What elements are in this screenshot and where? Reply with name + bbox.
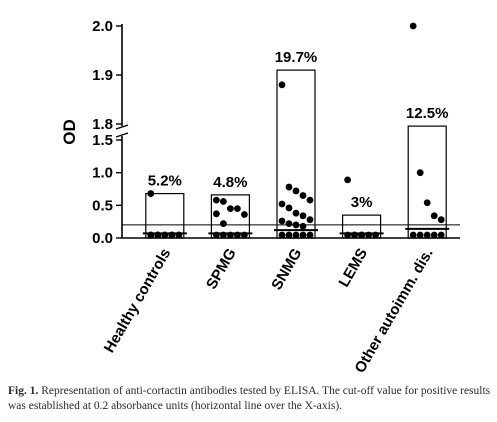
data-point	[299, 231, 307, 239]
data-point	[220, 198, 227, 205]
data-point	[285, 220, 293, 228]
y-tick-label: 0.0	[92, 230, 113, 247]
data-point	[358, 231, 365, 239]
data-point	[365, 231, 372, 239]
data-point	[220, 220, 227, 228]
data-points	[147, 22, 445, 239]
axis-break-mark	[115, 132, 129, 138]
data-point	[241, 211, 248, 218]
data-point	[344, 231, 351, 239]
data-point	[306, 231, 314, 239]
data-point	[409, 231, 417, 239]
y-tick-label: 1.5	[92, 132, 113, 149]
axes: 0.0 0.5 1.0 1.51.8 1.9 2.0 OD	[60, 18, 460, 247]
data-point	[430, 212, 438, 220]
data-point	[430, 231, 438, 239]
data-point	[213, 231, 220, 239]
x-tick-label: Healthy controls	[101, 246, 174, 356]
y-axis-title: OD	[60, 119, 79, 145]
data-point	[278, 200, 286, 208]
figure-caption: Fig. 1. Representation of anti-cortactin…	[8, 384, 492, 414]
data-point	[278, 81, 286, 89]
data-point	[234, 205, 241, 213]
data-point	[423, 199, 431, 207]
labels: 5.2% Healthy controls 4.8% SPMG 19.7% SNMG 3% L…	[101, 49, 449, 376]
data-point	[227, 205, 234, 213]
x-tick-label: LEMS	[336, 246, 372, 291]
axis-break-mark	[115, 124, 129, 130]
data-point	[213, 210, 220, 218]
data-point	[285, 183, 293, 191]
data-point	[416, 231, 424, 239]
data-point	[299, 192, 307, 199]
data-point	[437, 231, 445, 239]
percent-label: 12.5%	[406, 105, 449, 122]
data-point	[285, 204, 293, 212]
y-tick-label: 1.8	[92, 116, 113, 133]
data-point	[292, 221, 300, 229]
caption-text: Representation of anti-cortactin antibod…	[8, 385, 491, 412]
percent-label: 5.2%	[148, 173, 182, 190]
data-point	[292, 187, 300, 195]
data-point	[227, 231, 234, 239]
data-point	[154, 231, 162, 239]
data-point	[351, 231, 358, 239]
data-point	[241, 231, 248, 239]
data-point	[278, 217, 286, 225]
data-point	[213, 196, 220, 204]
data-point	[147, 190, 155, 197]
x-tick-label: SPMG	[203, 246, 240, 293]
data-point	[306, 216, 314, 224]
data-point	[306, 196, 314, 204]
data-point	[234, 231, 241, 239]
y-tick-label: 1.0	[92, 165, 113, 182]
scatter-bar-chart: 0.0 0.5 1.0 1.51.8 1.9 2.0 OD 5.2% Healthy cont…	[60, 18, 460, 376]
data-point	[285, 231, 293, 239]
data-point	[161, 231, 169, 239]
data-point	[278, 231, 286, 239]
percent-label: 4.8%	[213, 174, 247, 191]
percent-label: 3%	[351, 194, 373, 211]
y-tick-label: 2.0	[92, 18, 113, 35]
y-tick-label: 1.9	[92, 67, 113, 84]
data-point	[299, 212, 307, 220]
data-point	[292, 231, 300, 239]
data-point	[372, 231, 379, 239]
data-point	[292, 209, 300, 217]
data-point	[168, 231, 176, 239]
y-tick-label: 0.5	[92, 197, 113, 214]
data-point	[175, 231, 183, 239]
data-point	[437, 216, 445, 224]
x-tick-label: SNMG	[268, 246, 305, 293]
data-point	[409, 22, 417, 30]
figure-label: Fig. 1.	[8, 385, 39, 397]
data-point	[416, 169, 424, 177]
data-point	[344, 176, 351, 184]
data-point	[299, 222, 307, 230]
data-point	[220, 231, 227, 239]
bar-healthy-controls	[145, 192, 185, 239]
data-point	[147, 231, 155, 239]
data-point	[423, 231, 431, 239]
percent-label: 19.7%	[275, 49, 318, 66]
